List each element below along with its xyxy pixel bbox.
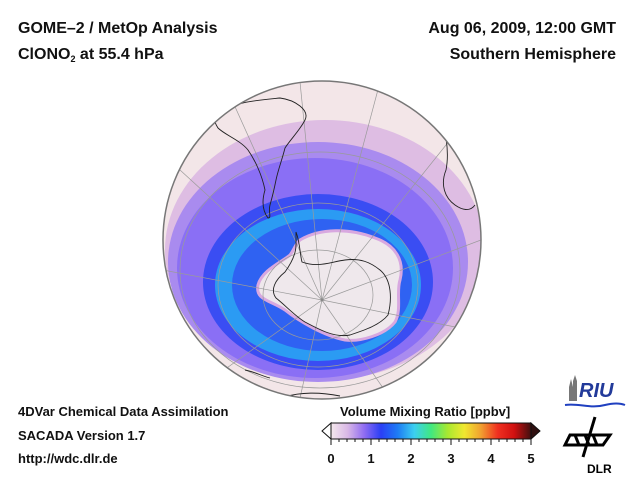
colorbar-title: Volume Mixing Ratio [ppbv] <box>340 404 511 419</box>
colorbar-tick-label: 4 <box>487 451 495 466</box>
colorbar-max-arrow <box>530 421 541 441</box>
species-subscript: 2 <box>70 54 76 64</box>
colorbar-tick-label: 5 <box>527 451 535 466</box>
title-species: ClONO2 at 55.4 hPa <box>18 46 164 64</box>
hemisphere-label: Southern Hemisphere <box>449 46 616 63</box>
south-pole-marker <box>320 298 324 302</box>
species-suffix: at 55.4 hPa <box>75 46 164 63</box>
graticule <box>163 81 481 399</box>
colorbar <box>321 421 541 445</box>
colorbar-min-arrow <box>321 421 332 441</box>
cathedral-icon <box>569 375 577 401</box>
species-prefix: ClONO <box>18 46 71 63</box>
colorbar-tick-label: 2 <box>407 451 415 466</box>
colorbar-tick-label: 0 <box>327 451 335 466</box>
dlr-logo-text: DLR <box>587 462 612 475</box>
footer-url[interactable]: http://wdc.dlr.de <box>18 451 118 466</box>
coast-south-america <box>214 97 307 219</box>
footer-method: 4DVar Chemical Data Assimilation <box>18 404 229 419</box>
globe-outline <box>162 80 482 400</box>
coast-antarctica <box>273 231 391 337</box>
logos: RIU DLR <box>562 375 626 475</box>
riu-logo-text: RIU <box>579 380 614 402</box>
colorbar-tick-label: 1 <box>367 451 375 466</box>
riu-logo: RIU <box>564 375 626 408</box>
dlr-logo: DLR <box>562 416 613 475</box>
colorbar-tick-label: 3 <box>447 451 455 466</box>
coast-new-zealand <box>244 369 271 379</box>
colorbar-gradient <box>330 422 532 440</box>
date-label: Aug 06, 2009, 12:00 GMT <box>428 20 616 37</box>
dlr-cross-icon <box>562 416 613 458</box>
title-instrument: GOME–2 / MetOp Analysis <box>18 20 218 37</box>
footer-version: SACADA Version 1.7 <box>18 428 146 443</box>
